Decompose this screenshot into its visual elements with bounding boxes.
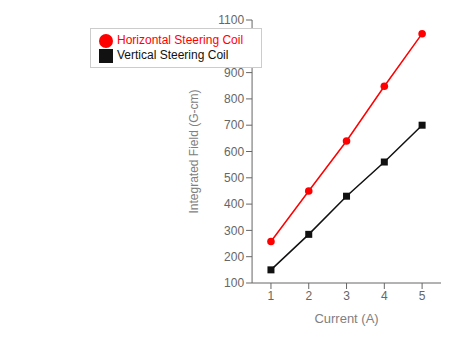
svg-text:Integrated Field (G-cm): Integrated Field (G-cm) — [187, 89, 201, 213]
svg-text:2: 2 — [305, 289, 312, 303]
svg-text:900: 900 — [224, 66, 244, 80]
svg-text:500: 500 — [224, 171, 244, 185]
svg-text:200: 200 — [224, 250, 244, 264]
svg-text:800: 800 — [224, 92, 244, 106]
svg-text:1100: 1100 — [218, 13, 244, 27]
svg-text:700: 700 — [224, 118, 244, 132]
svg-text:400: 400 — [224, 197, 244, 211]
svg-text:300: 300 — [224, 224, 244, 238]
svg-text:5: 5 — [419, 289, 426, 303]
svg-text:3: 3 — [343, 289, 350, 303]
svg-text:600: 600 — [224, 145, 244, 159]
svg-text:4: 4 — [381, 289, 388, 303]
svg-text:Current (A): Current (A) — [314, 311, 378, 326]
svg-text:100: 100 — [224, 276, 244, 290]
svg-text:1: 1 — [268, 289, 275, 303]
svg-text:1000: 1000 — [217, 40, 244, 54]
